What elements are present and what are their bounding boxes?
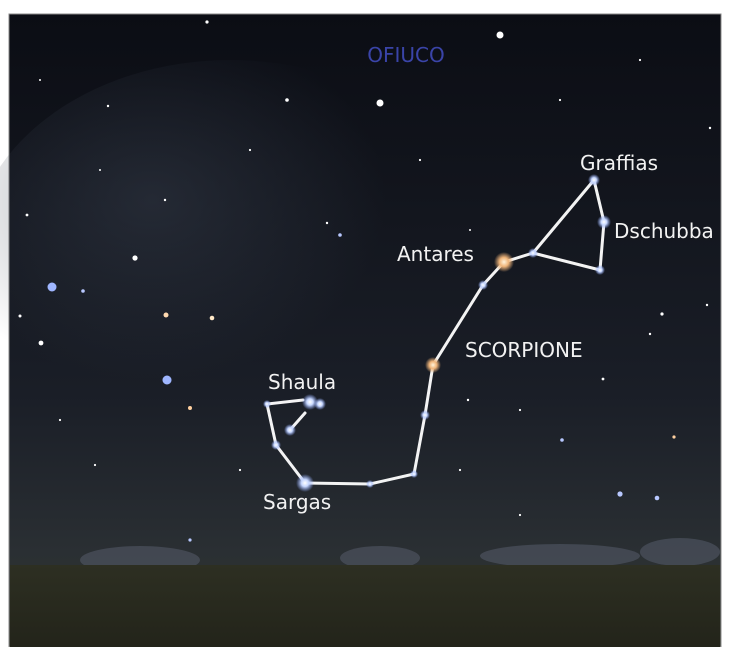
constellation-label: SCORPIONE <box>465 338 583 362</box>
star-label: Shaula <box>268 370 336 394</box>
sky-view: OFIUCO SCORPIONE Graffias Dschubba Antar… <box>0 0 730 647</box>
constellation-label: OFIUCO <box>367 43 445 67</box>
page: OFIUCO SCORPIONE Graffias Dschubba Antar… <box>0 0 730 647</box>
star-label: Dschubba <box>614 219 714 243</box>
star-label: Graffias <box>580 151 658 175</box>
star-label: Sargas <box>263 490 331 514</box>
star-label: Antares <box>397 242 474 266</box>
ground <box>10 565 720 647</box>
